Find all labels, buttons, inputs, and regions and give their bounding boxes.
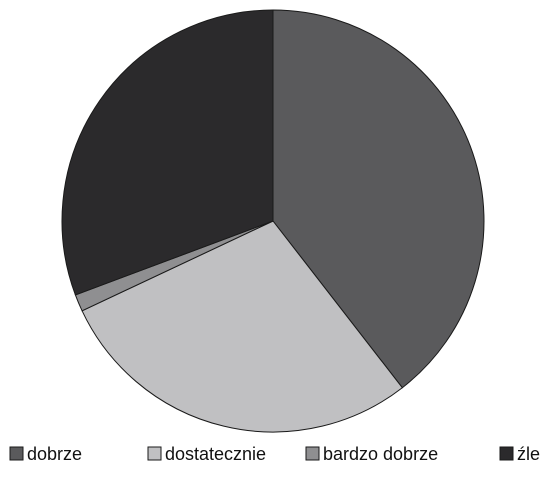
legend-label-0: dobrze: [27, 444, 82, 464]
legend-swatch-2: [305, 446, 320, 461]
legend-label-2: bardzo dobrze: [323, 444, 438, 464]
pie-slices: [61, 9, 485, 433]
legend-swatch-1: [147, 446, 162, 461]
pie-slice-0: [272, 9, 485, 389]
pie-slice-1: [81, 220, 404, 433]
legend-swatch-0: [9, 446, 24, 461]
legend-label-1: dostatecznie: [165, 444, 266, 464]
legend-swatch-3: [499, 446, 514, 461]
legend-label-3: źle: [517, 444, 540, 464]
legend: dobrze dostatecznie bardzo dobrze źle: [9, 444, 540, 464]
pie-slice-3: [61, 9, 274, 296]
